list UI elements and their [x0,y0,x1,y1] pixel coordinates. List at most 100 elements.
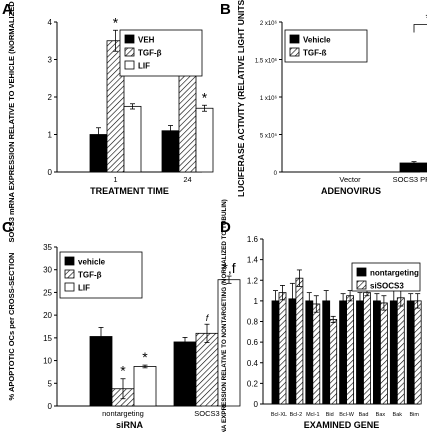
legend-swatch [64,256,75,266]
legend-swatch [124,34,135,44]
legend-swatch [64,269,75,279]
y-tick-label: 1.4 [247,256,259,265]
legend: VEH TGF-β LIF [119,29,203,77]
y-tick-label: 0.2 [247,379,259,388]
bar [322,300,331,405]
legend-label: LIF [138,62,150,71]
bar [89,336,113,407]
y-axis-label: mRNA EXPRESSION RELATIVE TO NONTARGETING… [221,199,228,432]
chart-panel-d: D 0 0.2 0.4 0.6 0.8 1 1.2 1.4 1.6 mRNA EXPRESSION … [220,199,422,432]
panel-letter: C [2,219,13,236]
y-tick-label: 0 [48,168,53,177]
y-tick-label: 2 [48,93,53,102]
significance-marker: *,f [222,260,235,276]
bar [356,300,364,405]
legend-swatch [124,47,135,57]
x-axis-label: ADENOVIRUS [321,186,381,196]
bar [372,300,381,405]
significance-marker: * [142,349,148,365]
x-tick-label: Bcl-2 [290,412,303,418]
y-tick-label: 1 [48,131,53,140]
y-tick-label: 25 [43,288,52,297]
significance-marker: * [113,14,119,30]
x-tick-label: Bak [393,412,403,418]
legend-label: TGF-β [78,271,102,280]
y-tick-label: 0.4 [247,359,259,368]
y-tick-label: 30 [43,266,52,275]
y-tick-label: 15 [43,334,52,343]
bar [329,319,338,405]
bar [178,66,197,173]
legend-label: vehicle [78,258,106,267]
bar [271,300,280,405]
y-tick-label: 1 [254,297,259,306]
bar [396,297,405,405]
y-tick-label: 20 [43,311,52,320]
bar [413,300,422,405]
significance-marker: * [202,89,208,105]
y-axis-label: SOCS3 mRNA EXPRESSION RELATIVE TO VEHICL… [7,0,16,243]
bar [278,292,287,405]
bar [295,277,304,405]
y-tick-label: 2 x10⁶ [260,20,278,27]
x-tick-label: SOCS3 PROMOTER [393,175,427,184]
legend-label: TGF-ß [303,49,327,58]
chart-panel-c: C 0 5 10 15 20 25 30 35 % APOPTOTIC OCs per CROSS… [2,219,241,430]
x-tick-label: Bim [409,412,419,418]
bar [312,303,321,405]
legend-label: siSOCS3 [370,282,404,291]
y-tick-label: 5 [48,379,53,388]
significance-bracket [413,24,427,33]
y-tick-label: 1.6 [247,235,259,244]
bar [195,332,219,407]
legend: vehicle TGF-β LIF [59,251,143,299]
x-tick-label: Bcl-XL [271,412,287,418]
y-tick-label: 4 [48,18,53,27]
bar [363,292,371,405]
y-tick-label: 1 x10⁶ [260,95,278,102]
bar [389,300,398,405]
legend-label: nontargeting [370,269,419,278]
legend-swatch [356,267,367,277]
x-tick-label: nontargeting [102,409,144,418]
legend-label: VEH [138,36,155,45]
panel-letter: A [2,1,13,18]
bar [195,107,214,173]
bar [123,105,142,173]
x-tick-label: SOCS3 [194,409,219,418]
x-tick-label: Bad [359,412,369,418]
legend: nontargeting siSOCS3 [351,262,421,292]
legend-label: LIF [78,284,90,293]
y-tick-label: 5 x10⁵ [260,133,278,140]
panel-letter: B [220,1,231,18]
y-axis-label: LUCIFERASE ACTIVITY (RELATIVE LIGHT UNIT… [236,0,246,197]
bar [133,366,157,407]
bar [305,300,314,405]
chart-panel-b: B 0 5 x10⁵ 1 x10⁶ 1.5 x10⁶ 2 x10⁶ LUCIFERASE A… [220,0,427,197]
legend-swatch [356,280,367,290]
y-tick-label: 0.8 [247,318,259,327]
chart-panel-a: A 0 1 2 3 4 SOCS3 mRNA EXPRESSION RELATIVE TO … [2,0,214,243]
y-tick-label: 3 [48,56,53,65]
significance-marker: * [120,363,126,379]
y-tick-label: 1.5 x10⁶ [255,58,278,65]
legend-swatch [124,60,135,70]
legend-swatch [289,47,300,57]
panel-letter: D [220,219,231,236]
x-tick-label: Bax [376,412,386,418]
y-tick-label: 10 [43,357,52,366]
legend-label: TGF-β [138,49,162,58]
x-axis-label: EXAMINED GENE [304,420,380,430]
y-axis-label: % APOPTOTIC OCs per CROSS-SECTION [7,253,16,401]
x-tick-label: 1 [113,175,117,184]
x-tick-label: Vector [339,175,361,184]
significance-marker: * [425,11,427,26]
bar [406,300,415,405]
x-axis-label: TREATMENT TIME [90,186,169,196]
legend-swatch [64,282,75,292]
y-tick-label: 0 [274,171,278,177]
legend-label: Vehicle [303,36,331,45]
y-tick-label: 0 [48,402,53,411]
x-tick-label: 24 [183,175,191,184]
